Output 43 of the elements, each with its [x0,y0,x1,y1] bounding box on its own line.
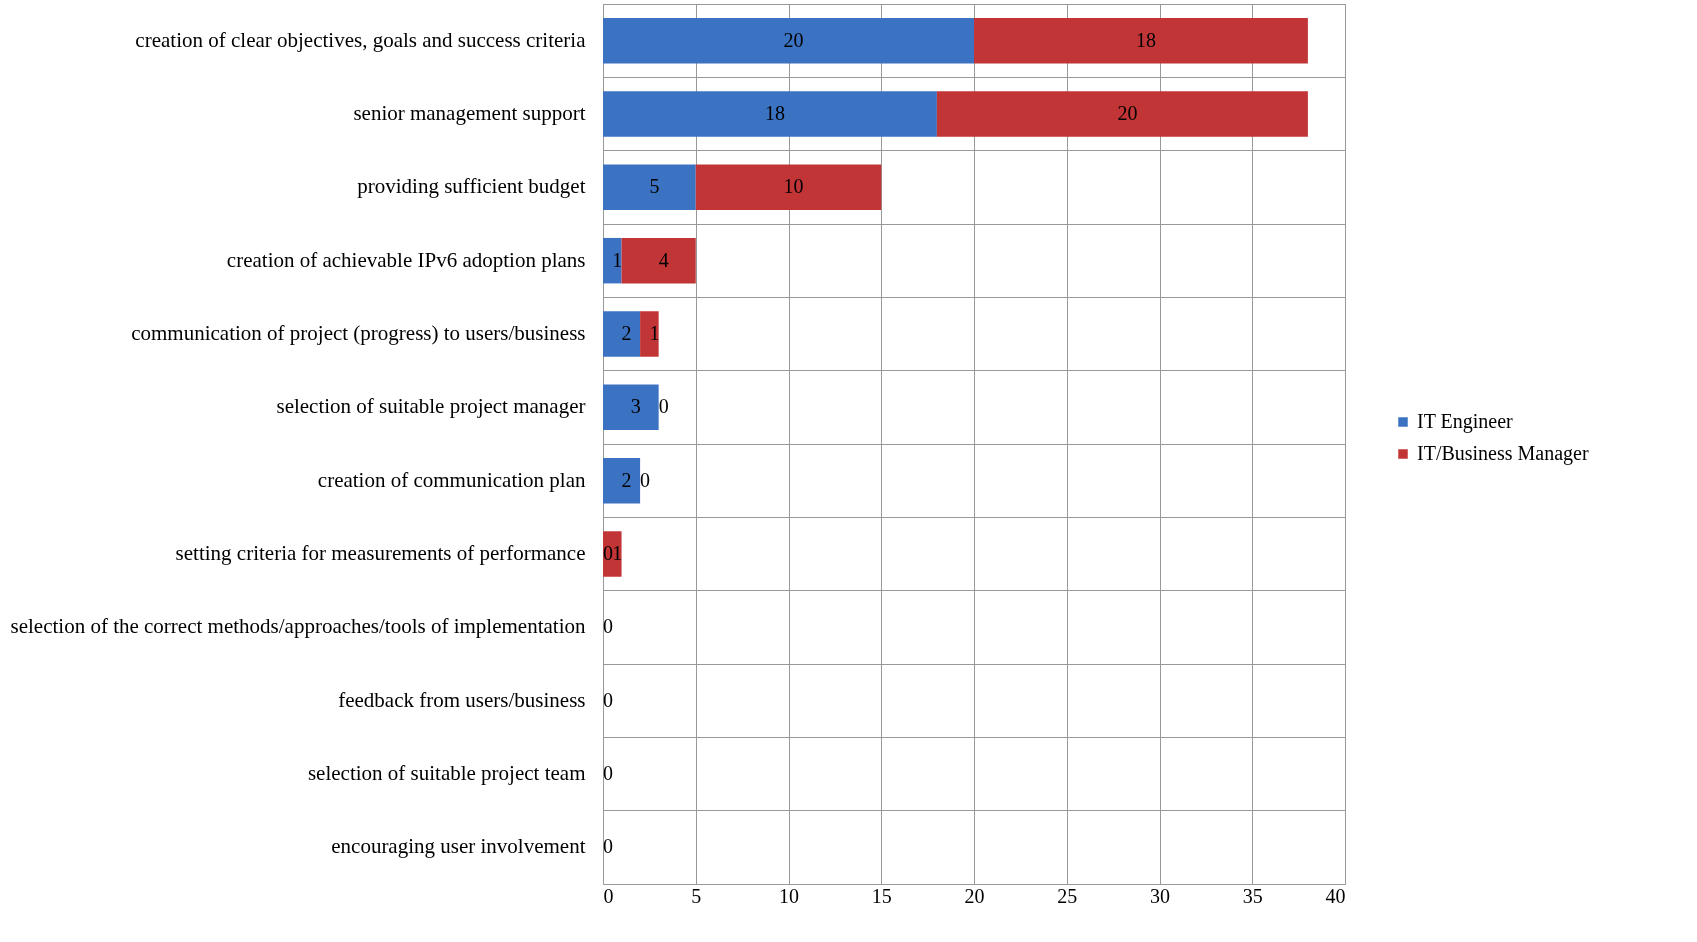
y-tick-label: setting criteria for measurements of performance [175,541,586,565]
legend-label: IT/Business Manager [1417,442,1589,465]
x-tick-label: 5 [691,884,702,907]
data-label: 0 [603,542,613,564]
x-tick-label: 0 [603,884,614,907]
y-tick-label: communication of project (progress) to users/business [131,321,586,345]
y-tick-label: encouraging user involvement [331,834,586,859]
data-label: 5 [649,175,660,198]
x-tick-label: 10 [779,884,799,907]
x-tick-label: 20 [964,884,985,907]
data-label: 0 [603,835,613,858]
y-tick-label: creation of communication plan [317,467,586,492]
y-tick-label: feedback from users/business [338,687,586,712]
data-label: 0 [603,762,613,784]
x-tick-label: 15 [871,884,892,907]
data-label: 0 [658,395,669,418]
data-label: 20 [783,28,804,51]
data-label: 1 [612,248,623,271]
y-tick-label: selection of suitable project team [307,761,586,785]
data-label: 4 [658,248,669,271]
data-label: 10 [783,175,804,198]
x-tick-label: 40 [1325,884,1346,907]
y-tick-label: creation of clear objectives, goals and success criteria [135,27,587,52]
data-label: 20 [1117,102,1138,124]
x-tick-label: 25 [1057,884,1078,907]
x-tick-label: 35 [1242,884,1263,907]
data-label: 18 [764,102,785,124]
y-tick-label: creation of achievable IPv6 adoption plans [226,247,586,272]
data-label: 2 [621,468,632,491]
y-tick-label: selection of the correct methods/approaches/tools of implementation [10,614,586,639]
data-label: 2 [621,322,632,344]
data-label: 0 [640,468,651,491]
data-label: 0 [603,615,613,638]
data-label: 1 [612,542,623,564]
y-tick-label: selection of suitable project manager [276,394,586,419]
data-label: 1 [649,322,660,344]
y-tick-label: providing sufficient budget [357,174,586,199]
data-label: 3 [630,395,641,418]
y-tick-label: senior management support [353,101,586,125]
data-label: 18 [1135,28,1156,51]
data-label: 0 [603,688,613,711]
x-tick-label: 30 [1150,884,1170,907]
legend-label: IT Engineer [1417,410,1514,433]
